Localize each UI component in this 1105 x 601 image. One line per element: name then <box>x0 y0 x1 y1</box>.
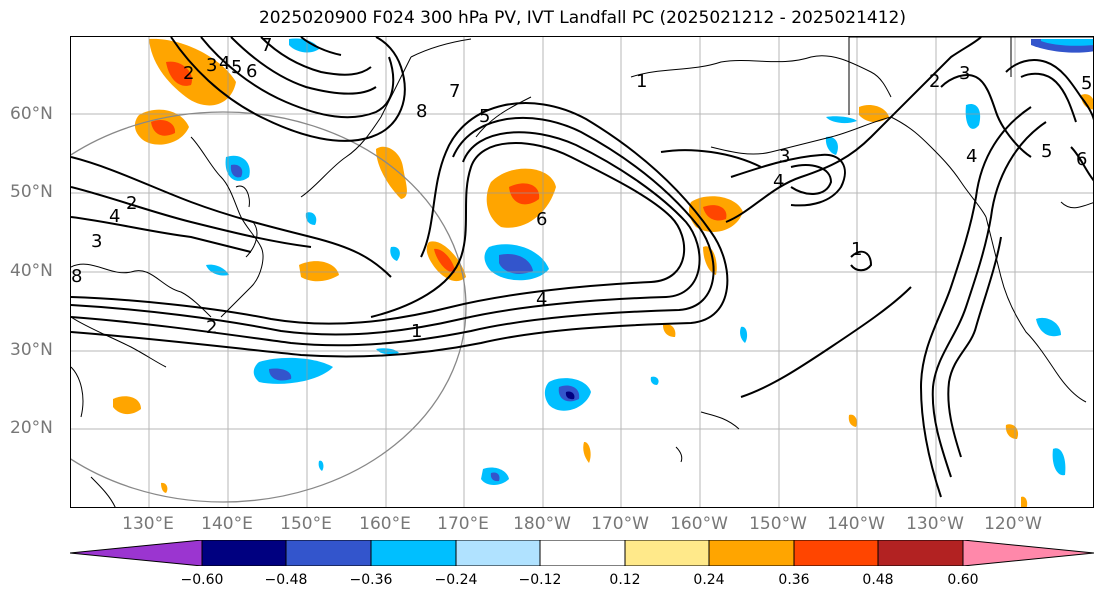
colorbar-tick: 0.60 <box>947 572 979 588</box>
colorbar-swatch <box>540 540 625 566</box>
coastlines <box>71 37 1093 507</box>
lon-label: 130°E <box>122 514 174 534</box>
lat-label: 60°N <box>10 104 53 124</box>
colorbar-swatch <box>70 540 202 566</box>
colorbar-swatch <box>371 540 456 566</box>
contour-label: 8 <box>416 101 427 122</box>
colorbar-swatch <box>286 540 371 566</box>
colorbar-tick: 0.36 <box>778 572 810 588</box>
contour-label: 8 <box>71 266 82 287</box>
ivt-contours <box>71 37 1093 498</box>
lon-label: 150°E <box>280 514 332 534</box>
lon-label: 170°W <box>591 514 649 534</box>
colorbar-swatch <box>878 540 963 566</box>
colorbar-tick: −0.24 <box>434 572 478 588</box>
colorbar-swatch <box>202 540 286 566</box>
colorbar-tick: −0.12 <box>518 572 562 588</box>
contour-label: 2 <box>126 193 137 214</box>
contour-label: 3 <box>91 231 102 252</box>
contour-label: 2 <box>929 71 940 92</box>
pv-shading <box>113 38 1093 507</box>
lon-label: 140°E <box>201 514 253 534</box>
contour-label: 1 <box>851 239 862 260</box>
colorbar <box>70 540 1094 566</box>
lon-label: 130°W <box>906 514 964 534</box>
colorbar-tick: −0.60 <box>180 572 224 588</box>
contour-label: 4 <box>219 53 230 74</box>
contour-label: 6 <box>246 61 257 82</box>
lon-label: 170°E <box>437 514 489 534</box>
colorbar-tick: 0.24 <box>693 572 725 588</box>
range-circle <box>71 111 467 503</box>
lon-label: 160°W <box>670 514 728 534</box>
contour-label: 3 <box>959 63 970 84</box>
contour-label: 5 <box>1041 141 1052 162</box>
lat-label: 30°N <box>10 340 53 360</box>
lat-label: 50°N <box>10 182 53 202</box>
colorbar-swatch <box>456 540 540 566</box>
contour-label: 4 <box>966 146 977 167</box>
colorbar-tick: 0.48 <box>862 572 894 588</box>
lon-label: 150°W <box>749 514 807 534</box>
contour-label-group: 2 3 4 5 6 7 1 2 3 4 6 8 7 8 5 3 4 1 4 2 … <box>71 37 1092 342</box>
contour-label: 6 <box>1076 149 1087 170</box>
lat-label: 40°N <box>10 261 53 281</box>
colorbar-tick: −0.48 <box>264 572 308 588</box>
lon-label: 160°E <box>359 514 411 534</box>
contour-label: 2 <box>206 317 217 338</box>
contour-label: 4 <box>773 171 784 192</box>
colorbar-tick: 0.12 <box>609 572 641 588</box>
lon-label: 140°W <box>827 514 885 534</box>
map-panel: 2 3 4 5 6 7 1 2 3 4 6 8 7 8 5 3 4 1 4 2 … <box>70 36 1094 508</box>
contour-label: 4 <box>536 289 547 310</box>
colorbar-swatch <box>963 540 1094 566</box>
contour-label: 5 <box>479 106 490 127</box>
contour-label: 6 <box>536 209 547 230</box>
colorbar-swatch <box>709 540 794 566</box>
contour-label: 3 <box>779 146 790 167</box>
contour-label: 5 <box>1081 73 1092 94</box>
lat-label: 20°N <box>10 418 53 438</box>
contour-label: 5 <box>231 57 242 78</box>
lon-label: 180°W <box>513 514 571 534</box>
contour-label: 3 <box>206 55 217 76</box>
contour-label: 4 <box>109 206 120 227</box>
map-title: 2025020900 F024 300 hPa PV, IVT Landfall… <box>258 8 906 28</box>
contour-label: 1 <box>411 321 422 342</box>
contour-label: 7 <box>449 81 460 102</box>
lon-label: 120°W <box>984 514 1042 534</box>
colorbar-swatch <box>625 540 709 566</box>
contour-label: 1 <box>636 71 647 92</box>
contour-label: 2 <box>183 63 194 84</box>
contour-label: 7 <box>261 37 272 56</box>
map-canvas: 2 3 4 5 6 7 1 2 3 4 6 8 7 8 5 3 4 1 4 2 … <box>71 37 1093 507</box>
colorbar-swatch <box>794 540 878 566</box>
map-gridlines <box>71 37 1093 507</box>
colorbar-tick: −0.36 <box>349 572 393 588</box>
